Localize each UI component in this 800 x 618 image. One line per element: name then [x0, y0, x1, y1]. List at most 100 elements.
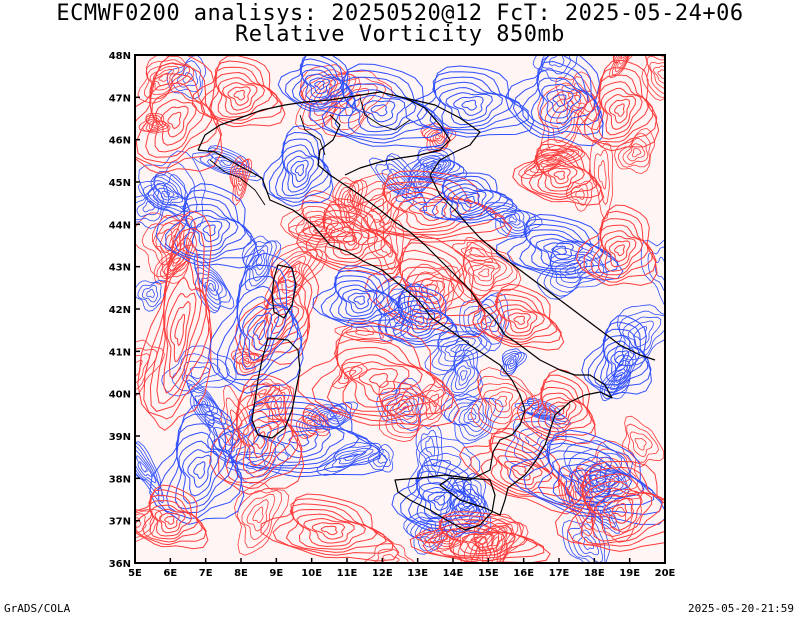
negative-vorticity-contour [238, 296, 287, 370]
negative-vorticity-contour [622, 316, 662, 355]
positive-vorticity-contour [544, 94, 581, 144]
positive-vorticity-contour [591, 490, 642, 543]
positive-vorticity-contour [344, 189, 356, 208]
negative-vorticity-contour [149, 403, 245, 525]
negative-vorticity-contour [458, 403, 484, 428]
negative-vorticity-contour [463, 195, 476, 205]
lon-tick-label: 11E [337, 568, 358, 579]
positive-vorticity-contour [469, 246, 486, 258]
negative-vorticity-contour [142, 200, 155, 213]
positive-vorticity-contour [166, 292, 197, 380]
sicily [394, 474, 496, 531]
negative-vorticity-contour [457, 365, 472, 386]
alpine-borders-interior [209, 97, 411, 206]
negative-vorticity-contour [135, 188, 164, 222]
negative-vorticity-contour [422, 486, 458, 516]
positive-vorticity-contour [401, 266, 465, 315]
positive-vorticity-contour [341, 354, 423, 408]
negative-vorticity-contour [559, 464, 620, 498]
alps-border [197, 91, 451, 176]
negative-vorticity-contour [312, 265, 406, 329]
negative-vorticity-contour [171, 60, 202, 92]
positive-vorticity-contour [585, 448, 639, 493]
positive-vorticity-contour [445, 526, 516, 555]
positive-vorticity-contour [209, 373, 305, 495]
lon-tick-label: 14E [443, 568, 464, 579]
positive-vorticity-contour [309, 214, 333, 233]
positive-vorticity-contour [233, 163, 245, 191]
negative-vorticity-contour [446, 349, 482, 397]
positive-vorticity-contour [408, 201, 448, 221]
positive-vorticity-contour [152, 228, 174, 253]
negative-vorticity-contour [334, 76, 437, 140]
negative-vorticity-contour [347, 292, 371, 310]
chart-subtitle: Relative Vorticity 850mb [235, 22, 565, 47]
negative-vorticity-contour [290, 159, 309, 183]
software-credit: GrADS/COLA [4, 602, 71, 615]
positive-vorticity-contour [247, 424, 272, 458]
positive-vorticity-contour [382, 554, 400, 563]
negative-vorticity-contour [459, 506, 470, 517]
negative-vorticity-contour [207, 283, 215, 292]
positive-vorticity-contour [158, 512, 180, 530]
negative-vorticity-contour [346, 89, 417, 133]
negative-vorticity-contour [541, 83, 582, 119]
negative-vorticity-contour [277, 55, 357, 117]
negative-vorticity-contour [188, 385, 218, 425]
negative-vorticity-contour [445, 92, 493, 122]
positive-vorticity-contour [520, 143, 602, 201]
negative-vorticity-contour [420, 429, 439, 468]
positive-vorticity-contour [601, 230, 644, 272]
negative-vorticity-contour [595, 478, 612, 491]
positive-vorticity-contour [380, 391, 431, 434]
positive-vorticity-contour [470, 536, 488, 545]
lat-tick-label: 40N [109, 390, 131, 401]
negative-vorticity-contour [546, 89, 574, 113]
lon-tick-label: 10E [301, 568, 322, 579]
lat-tick-label: 44N [109, 220, 131, 231]
positive-vorticity-contour [566, 474, 591, 517]
positive-vorticity-contour [497, 455, 543, 486]
negative-vorticity-contour [426, 160, 445, 173]
positive-vorticity-contour [614, 244, 625, 257]
negative-vorticity-contour [566, 517, 606, 563]
lon-tick-label: 15E [478, 568, 499, 579]
negative-vorticity-contour [190, 215, 231, 248]
negative-vorticity-contour [654, 256, 665, 282]
negative-vorticity-contour [535, 238, 583, 264]
negative-vorticity-contour [227, 401, 381, 474]
positive-vorticity-contour [135, 347, 158, 391]
negative-vorticity-contour [286, 155, 314, 188]
positive-vorticity-contour [498, 304, 545, 337]
negative-vorticity-contour [375, 155, 426, 206]
chart-title: ECMWF0200 analisys: 20250520@12 FcT: 202… [56, 1, 744, 26]
negative-vorticity-contour [579, 474, 599, 487]
positive-vorticity-contour [461, 533, 495, 549]
negative-vorticity-contour [220, 159, 233, 166]
positive-vorticity-contour [451, 237, 500, 270]
positive-vorticity-contour [246, 499, 269, 532]
negative-vorticity-contour [195, 266, 227, 309]
positive-vorticity-contour [438, 535, 448, 541]
negative-vorticity-contour [429, 76, 523, 131]
negative-vorticity-contour [457, 192, 480, 208]
positive-vorticity-contour [238, 410, 287, 474]
positive-vorticity-contour [608, 240, 631, 262]
positive-vorticity-contour [334, 318, 393, 344]
positive-vorticity-contour [234, 481, 290, 556]
negative-vorticity-contour [202, 224, 216, 237]
negative-vorticity-contour [393, 299, 403, 312]
negative-vorticity-contour [135, 442, 163, 497]
render-timestamp: 2025-05-20-21:59 [688, 602, 794, 615]
negative-vorticity-contour [146, 288, 155, 298]
positive-vorticity-contour [478, 523, 513, 562]
positive-vorticity-contour [220, 384, 255, 449]
positive-vorticity-contour [467, 261, 501, 287]
positive-vorticity-contour [232, 160, 248, 197]
positive-vorticity-contour [302, 205, 346, 240]
positive-vorticity-contour [389, 398, 419, 425]
positive-vorticity-contour [480, 288, 562, 346]
negative-vorticity-contour [252, 249, 266, 271]
negative-vorticity-contour [385, 290, 458, 345]
negative-vorticity-contour [647, 246, 665, 293]
